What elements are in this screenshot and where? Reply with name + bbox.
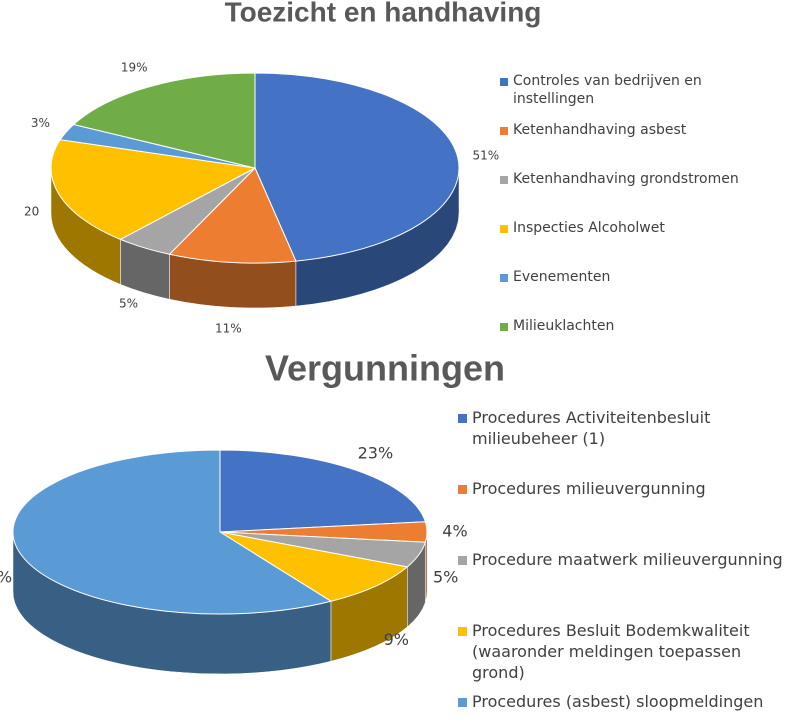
legend-label: Ketenhandhaving grondstromen	[513, 171, 739, 187]
legend-label: Evenementen	[513, 269, 611, 285]
legend-swatch	[500, 77, 508, 86]
data-label: 23%	[358, 443, 394, 462]
legend-swatch	[458, 698, 467, 708]
legend-label: Procedures Besluit Bodemkwaliteit (waaro…	[472, 621, 750, 682]
legend-item: Procedures Besluit Bodemkwaliteit (waaro…	[458, 621, 783, 683]
slice	[219, 449, 427, 533]
data-label: 3%	[31, 116, 50, 130]
legend-label: Procedure maatwerk milieuvergunning	[472, 550, 783, 569]
legend-swatch	[500, 126, 508, 135]
slice	[219, 531, 409, 602]
legend-swatch	[500, 224, 508, 233]
data-label: 20	[24, 204, 39, 218]
legend-item: Ketenhandhaving asbest	[500, 121, 785, 139]
legend-label: Ketenhandhaving asbest	[513, 122, 687, 138]
legend-label: Inspecties Alcoholwet	[513, 220, 665, 236]
data-label: 19%	[121, 61, 148, 75]
data-label: 5%	[433, 567, 458, 586]
legend-item: Controles van bedrijven en instellingen	[500, 72, 785, 108]
legend-label: Procedures milieuvergunning	[472, 479, 706, 498]
chart-title: Toezicht en handhaving	[225, 0, 542, 27]
legend-swatch	[458, 556, 467, 566]
chart-title: Vergunningen	[265, 348, 505, 389]
slice	[72, 72, 256, 169]
legend-swatch	[500, 322, 508, 331]
legend-swatch	[500, 273, 508, 282]
legend-item: Milieuklachten	[500, 317, 785, 335]
data-label: 51%	[472, 149, 499, 163]
legend-swatch	[500, 175, 508, 184]
legend-swatch	[458, 485, 467, 495]
legend-item: Procedures (asbest) sloopmeldingen	[458, 692, 783, 713]
data-label: 4%	[442, 522, 467, 541]
legend-label: Procedures (asbest) sloopmeldingen	[472, 692, 764, 711]
slice	[50, 139, 257, 240]
legend-item: Procedures Activiteitenbesluit milieubeh…	[458, 408, 783, 450]
legend-item: Evenementen	[500, 268, 785, 286]
slice	[168, 167, 297, 264]
data-label: 9%	[384, 630, 409, 649]
legend-label: Procedures Activiteitenbesluit milieubeh…	[472, 408, 711, 448]
legend-label: Controles van bedrijven en instellingen	[513, 73, 702, 108]
slice	[12, 449, 333, 615]
legend-label: Milieuklachten	[513, 318, 615, 334]
data-label: 59%	[0, 567, 12, 586]
legend-item: Inspecties Alcoholwet	[500, 219, 785, 237]
legend-swatch	[458, 414, 467, 424]
data-label: 11%	[215, 321, 242, 335]
legend-item: Procedures milieuvergunning	[458, 479, 783, 500]
legend-item: Ketenhandhaving grondstromen	[500, 170, 785, 188]
slice	[254, 72, 460, 262]
legend-item: Procedure maatwerk milieuvergunning	[458, 550, 783, 571]
data-label: 5%	[119, 296, 138, 310]
legend-swatch	[458, 627, 467, 637]
